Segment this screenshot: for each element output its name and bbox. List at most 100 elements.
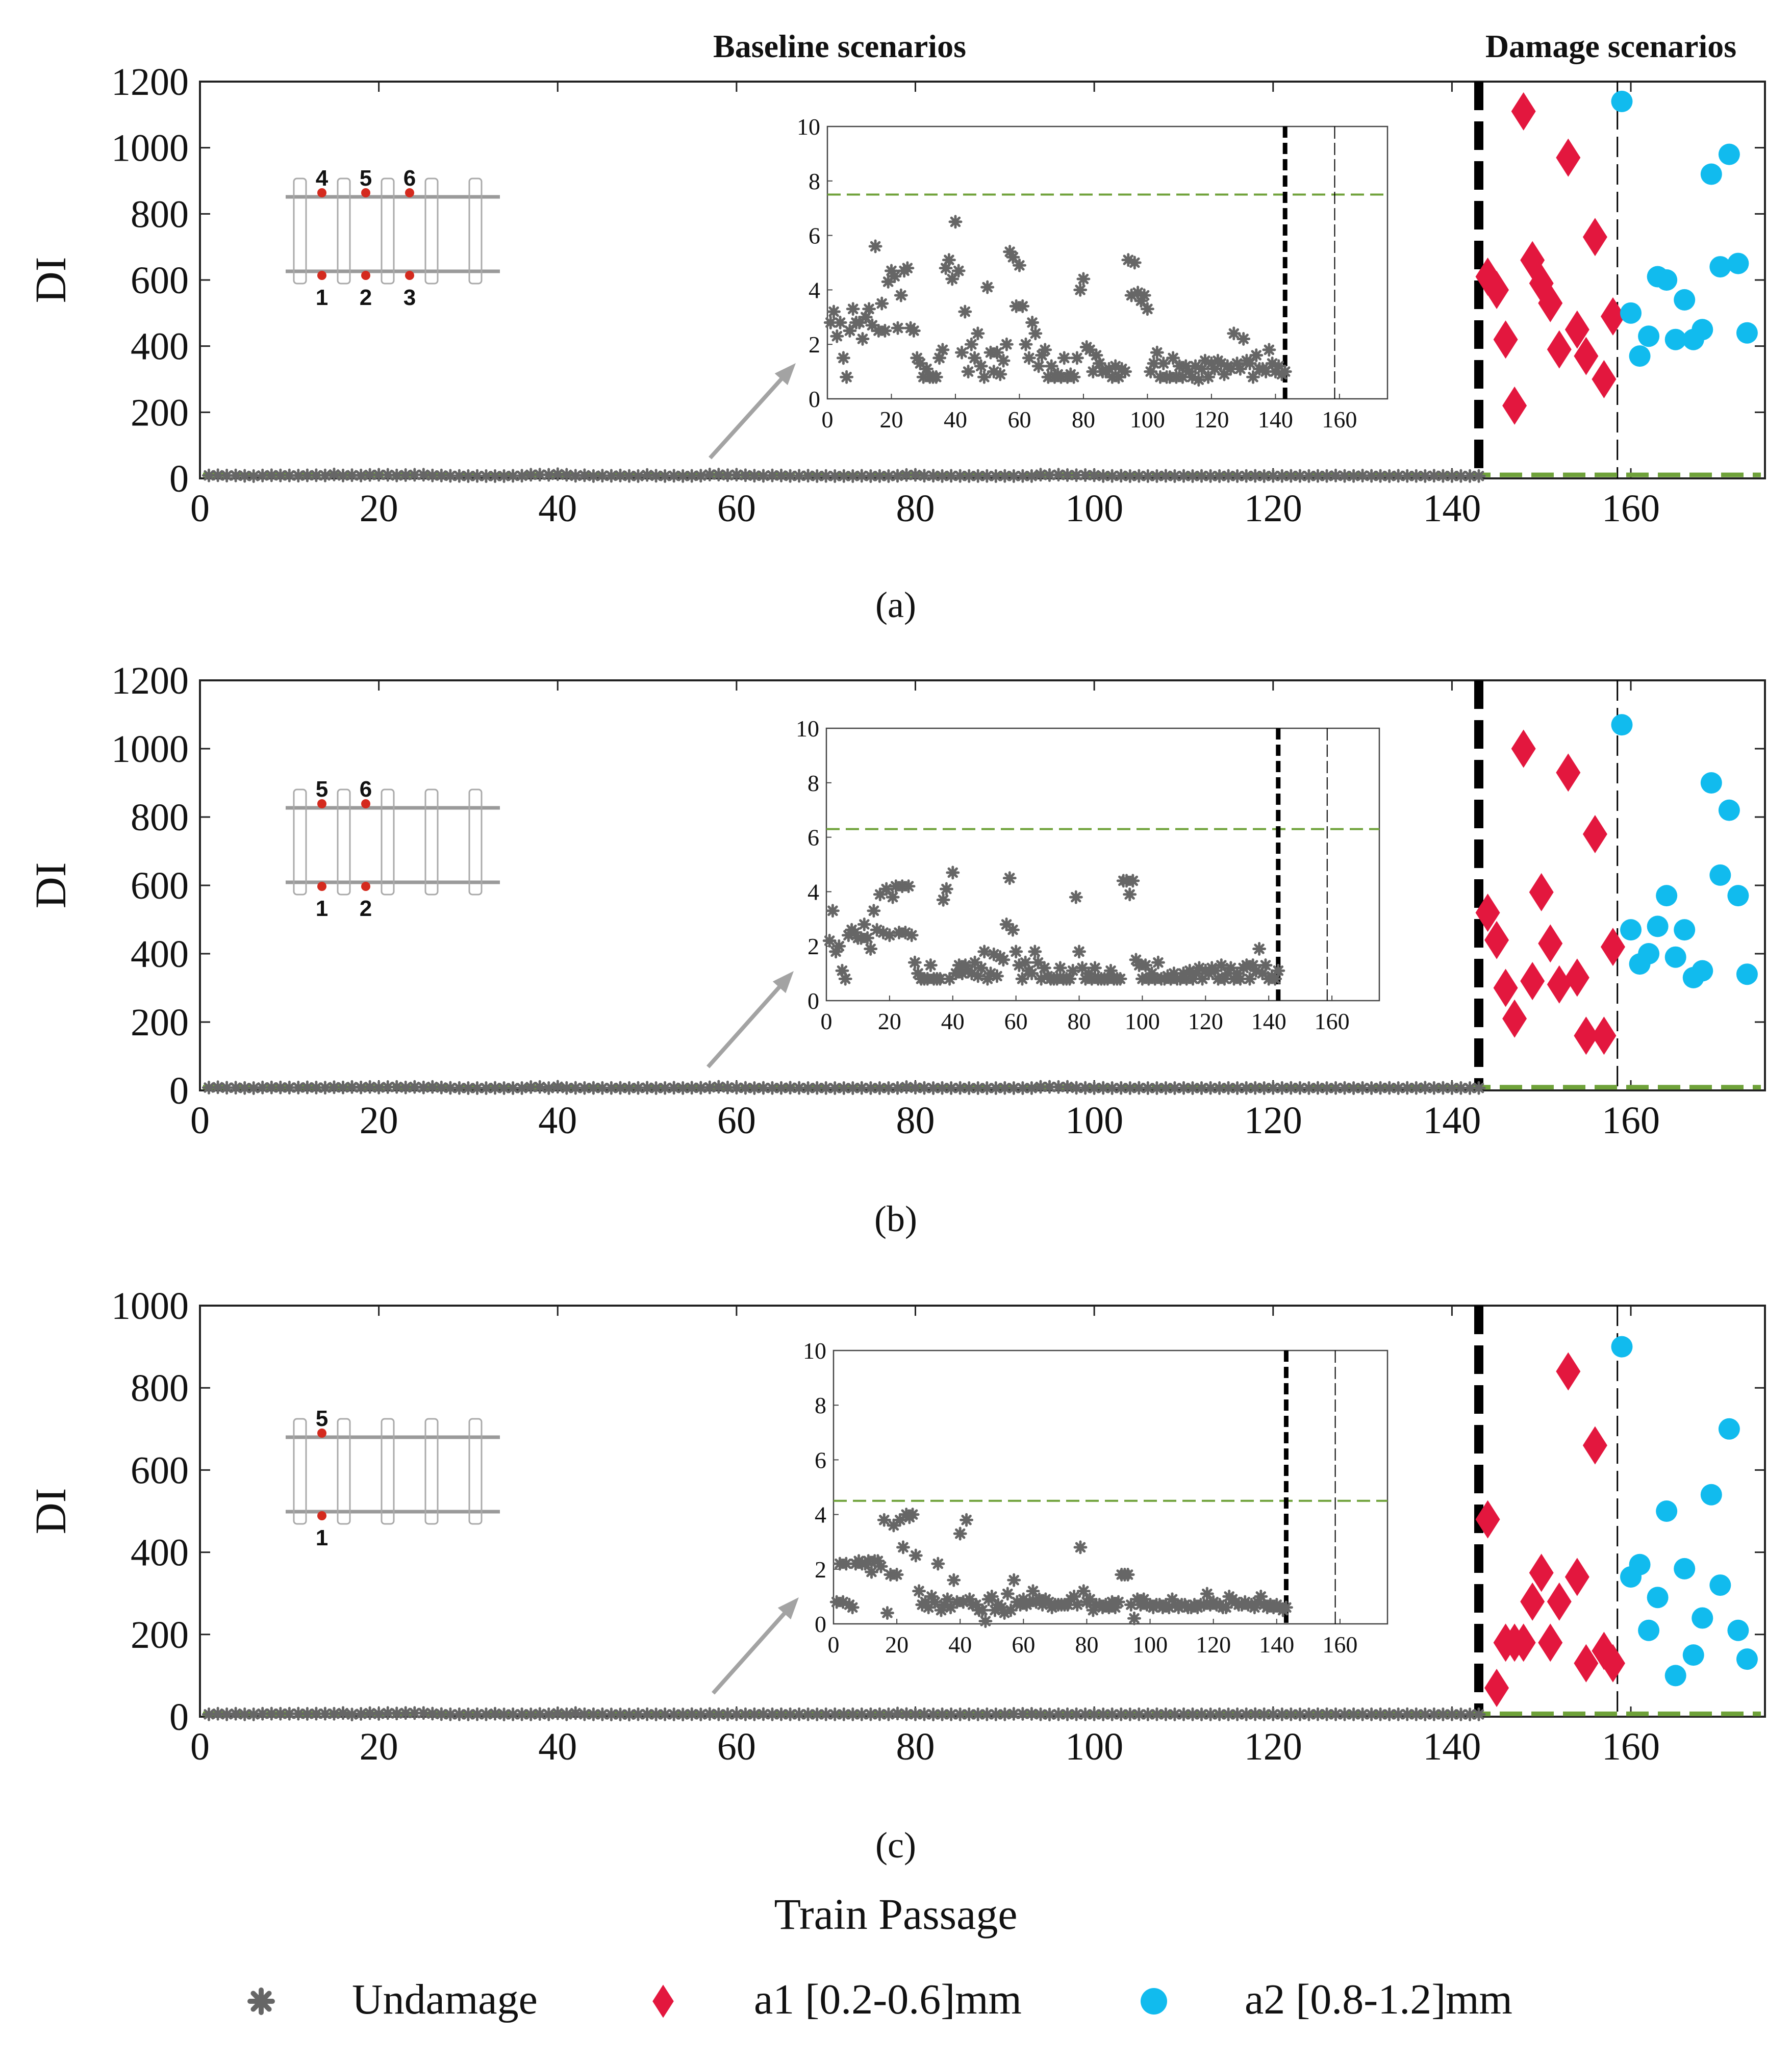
undamaged-point (1257, 469, 1271, 483)
undamaged-point (1105, 469, 1119, 483)
a1-point (1600, 928, 1625, 966)
zoom-arrow-head (772, 971, 794, 993)
a1-point (1484, 921, 1509, 959)
undamaged-point (854, 1081, 869, 1095)
sensor-dot (317, 188, 326, 197)
undamaged-point (300, 468, 314, 482)
undamaged-point (1427, 1081, 1441, 1095)
undamaged-point (309, 1706, 323, 1721)
panel-a-ticks: 0 20 40 60 80 100 120 140 1600200400600800100012… (111, 61, 1765, 530)
undamaged-point (676, 1708, 690, 1722)
inset-undamaged-point (1018, 955, 1032, 970)
x-tick-label: 120 (1244, 487, 1302, 530)
inset-undamaged-point (1258, 958, 1273, 973)
inset-undamaged-point (1218, 972, 1231, 986)
undamaged-point (300, 1707, 314, 1721)
undamaged-point (1329, 1707, 1343, 1721)
a1-point (1592, 1016, 1617, 1055)
undamaged-point (1150, 1707, 1164, 1721)
undamaged-point (452, 1707, 466, 1721)
undamaged-point (765, 468, 779, 482)
zoom-arrow-head (777, 1597, 799, 1620)
undamaged-point (282, 1706, 296, 1721)
sleeper (293, 788, 307, 896)
undamaged-point (1355, 1707, 1370, 1721)
y-tick-label: 200 (131, 391, 189, 434)
inset-undamaged-point (1009, 945, 1023, 959)
a2-point (1674, 289, 1696, 311)
inset-undamaged-point (1176, 966, 1191, 981)
a1-point (1484, 270, 1509, 309)
undamaged-point (363, 1706, 377, 1720)
panel-c-caption: (c) (875, 1825, 916, 1866)
inset-undamaged-point (1201, 370, 1216, 384)
inset-undamaged-point (875, 296, 889, 311)
inset-undamaged-point (960, 1513, 974, 1527)
undamaged-point (264, 1080, 279, 1094)
sensor-dot (361, 188, 370, 197)
undamaged-point (354, 1707, 368, 1721)
inset-undamaged-point (997, 1606, 1012, 1620)
x-tick-label: 120 (1244, 1099, 1302, 1142)
undamaged-point (327, 467, 341, 481)
inset-undamaged-point (987, 365, 1001, 379)
panel-b-sensor-schematic: 5 6 1 2 (286, 777, 500, 921)
inset-undamaged-point (1175, 370, 1190, 384)
undamaged-point (765, 1081, 779, 1095)
a2-point (1692, 319, 1713, 341)
inset-undamaged-point (859, 310, 873, 324)
undamaged-point (667, 1081, 681, 1095)
undamaged-point (1168, 469, 1182, 483)
sensor-label: 6 (360, 777, 372, 802)
undamaged-point (273, 1706, 288, 1721)
x-tick-label: 20 (360, 1099, 398, 1142)
undamaged-point (747, 1707, 762, 1721)
inset-undamaged-point (833, 316, 847, 329)
undamaged-point (1418, 1708, 1432, 1721)
y-tick-label: 0 (169, 1069, 189, 1112)
inset-undamaged-point (1207, 362, 1222, 376)
a1-point (1574, 337, 1599, 375)
sensor-label: 5 (316, 1406, 328, 1431)
undamaged-point (1024, 1081, 1039, 1095)
undamaged-point (676, 469, 690, 483)
undamaged-point (381, 1706, 395, 1720)
inset-undamaged-point (1243, 356, 1257, 371)
x-tick-label: 80 (896, 1725, 935, 1768)
undamaged-point (1293, 469, 1307, 483)
undamaged-point (1275, 1707, 1289, 1721)
panel-a-y-axis-title: DI (26, 257, 75, 303)
undamaged-point (1177, 1081, 1191, 1095)
a1-point (1547, 1582, 1572, 1621)
undamaged-point (649, 1081, 663, 1095)
undamaged-point (1418, 1081, 1432, 1095)
inset-undamaged-point (1167, 966, 1181, 981)
undamaged-point (515, 1081, 529, 1095)
a2-point (1656, 269, 1678, 291)
undamaged-point (774, 468, 788, 482)
y-tick-label: 800 (131, 796, 189, 839)
inset-undamaged-point (1086, 1603, 1100, 1617)
inset-undamaged-point (912, 1584, 926, 1598)
inset-y-tick-label: 4 (815, 1502, 826, 1528)
undamaged-point (1463, 469, 1477, 483)
undamaged-point (1427, 1707, 1441, 1721)
sleeper (293, 177, 307, 285)
panel-c-undamaged-series (202, 1706, 1486, 1722)
a1-point (1493, 969, 1518, 1007)
undamaged-point (425, 468, 440, 482)
inset-undamaged-point (1247, 1600, 1261, 1615)
inset-undamaged-point (1004, 1603, 1018, 1617)
undamaged-point (944, 1081, 958, 1095)
inset-undamaged-point (1026, 1584, 1040, 1598)
undamaged-point (372, 468, 386, 482)
undamaged-point (926, 469, 941, 483)
undamaged-point (264, 468, 279, 482)
inset-frame (832, 1349, 1389, 1625)
undamaged-point (1373, 469, 1387, 483)
undamaged-point (712, 468, 726, 482)
undamaged-point (1347, 1707, 1361, 1721)
x-tick-label: 20 (360, 487, 398, 530)
undamaged-point (425, 1706, 440, 1721)
undamaged-point (1302, 469, 1316, 483)
